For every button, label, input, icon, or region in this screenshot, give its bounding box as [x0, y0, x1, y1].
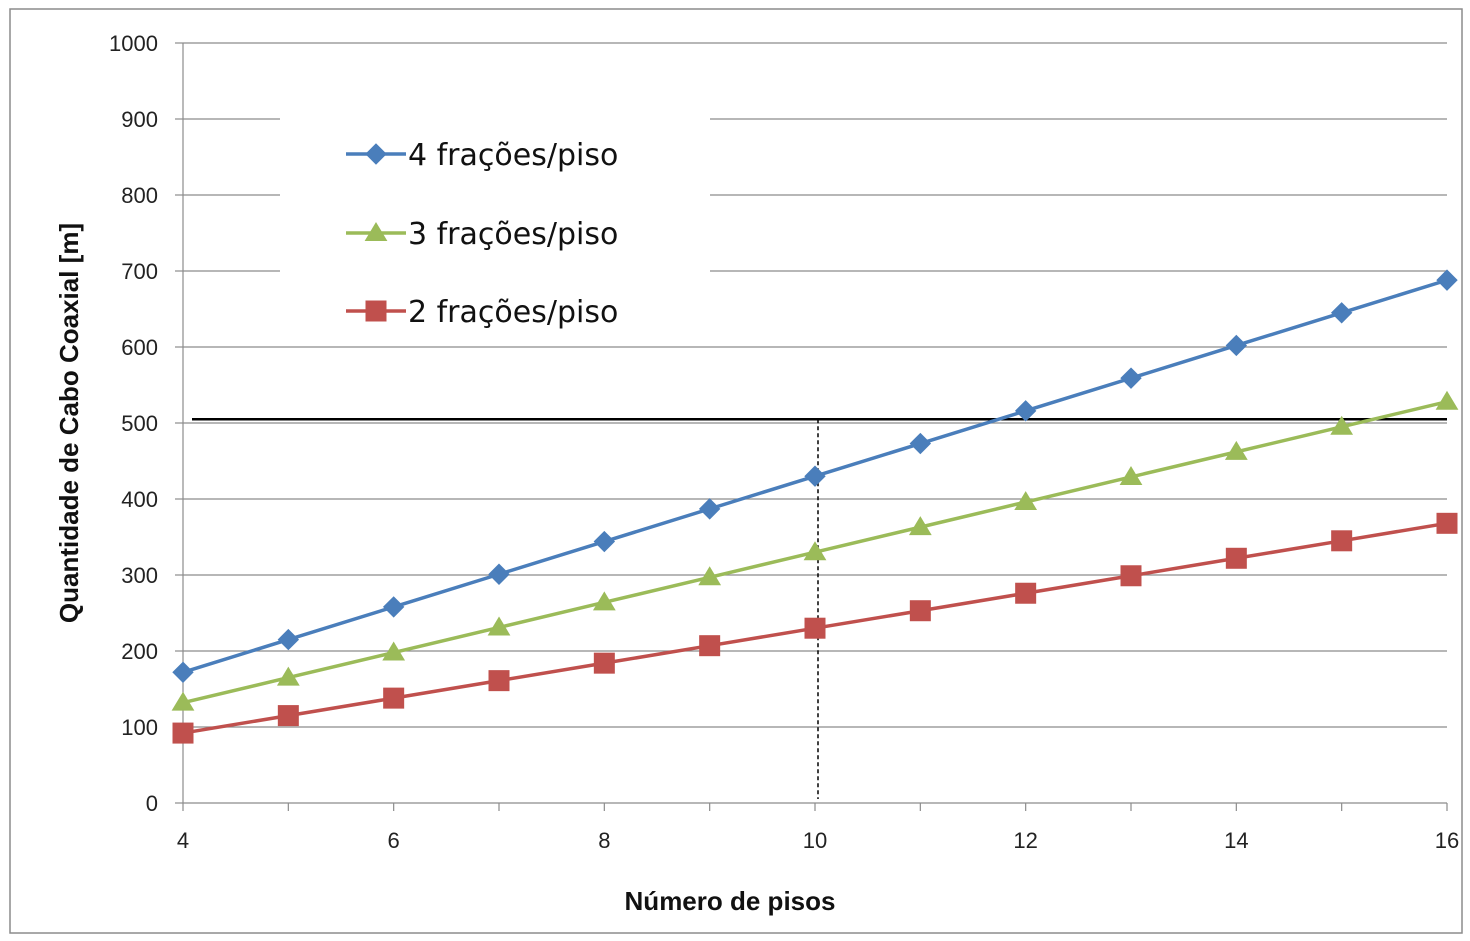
- legend-marker-1: [365, 143, 387, 165]
- data-point: [172, 661, 194, 683]
- data-point: [277, 628, 300, 651]
- data-point: [909, 432, 932, 455]
- x-tick-label-16: 16: [1435, 828, 1459, 853]
- x-tick-label-4: 4: [177, 828, 189, 853]
- series: [171, 269, 1459, 744]
- y-tick-label-200: 200: [121, 639, 158, 664]
- y-tick-label-1000: 1000: [109, 31, 158, 56]
- x-tick-label-8: 8: [598, 828, 610, 853]
- data-point: [276, 666, 300, 686]
- data-point: [803, 541, 827, 561]
- chart-border: [9, 8, 1463, 934]
- data-point: [1120, 565, 1142, 587]
- y-tick-label-500: 500: [121, 411, 158, 436]
- legend-marker-3: [365, 300, 387, 322]
- data-point: [1225, 334, 1248, 357]
- legend-background: [280, 108, 710, 346]
- data-point: [1435, 390, 1459, 410]
- data-point: [1224, 440, 1248, 460]
- data-point: [1330, 302, 1353, 324]
- data-point: [593, 530, 616, 553]
- data-point: [172, 722, 194, 744]
- data-point: [1331, 530, 1353, 552]
- x-tick-label-12: 12: [1013, 828, 1037, 853]
- data-point: [488, 563, 510, 585]
- data-point: [488, 670, 510, 692]
- data-point: [908, 516, 932, 536]
- data-point: [277, 705, 299, 727]
- data-point: [383, 687, 405, 709]
- legend-label-3: 2 frações/piso: [408, 295, 618, 330]
- data-point: [1330, 415, 1354, 435]
- y-axis-title: Quantidade de Cabo Coaxial [m]: [54, 223, 84, 623]
- data-point: [382, 641, 406, 661]
- data-point: [698, 566, 722, 586]
- data-point: [592, 591, 616, 611]
- data-point: [804, 617, 826, 639]
- x-tick-label-6: 6: [388, 828, 400, 853]
- y-tick-label-400: 400: [121, 487, 158, 512]
- y-tick-label-700: 700: [121, 259, 158, 284]
- data-point: [171, 691, 195, 711]
- data-point: [909, 600, 931, 622]
- x-axis-title: Número de pisos: [625, 886, 836, 916]
- data-point: [1436, 269, 1458, 291]
- y-tick-label-800: 800: [121, 183, 158, 208]
- x-tick-label-10: 10: [803, 828, 827, 853]
- x-tick-label-14: 14: [1224, 828, 1248, 853]
- legend: 4 frações/piso 3 frações/piso 2 frações/pi…: [280, 108, 710, 346]
- legend-label-2: 3 frações/piso: [408, 217, 618, 252]
- data-point: [1015, 582, 1037, 604]
- y-tick-label-0: 0: [146, 791, 158, 816]
- axes: 0 100 200 300 400 500 600 700 800 900 1000 4 6 8 10 12 1…: [109, 31, 1459, 853]
- y-tick-label-900: 900: [121, 107, 158, 132]
- y-tick-label-300: 300: [121, 563, 158, 588]
- y-tick-label-100: 100: [121, 715, 158, 740]
- data-point: [699, 635, 721, 657]
- legend-marker-2: [364, 222, 388, 241]
- y-tick-label-600: 600: [121, 335, 158, 360]
- data-point: [593, 652, 615, 674]
- data-point: [698, 498, 721, 520]
- data-point: [382, 596, 405, 618]
- data-point: [1436, 512, 1458, 534]
- data-point: [1120, 367, 1142, 389]
- data-point: [804, 465, 826, 487]
- data-point: [1014, 400, 1037, 422]
- legend-label-1: 4 frações/piso: [408, 138, 618, 173]
- data-point: [487, 616, 511, 636]
- data-point: [1119, 465, 1143, 485]
- data-point: [1014, 491, 1038, 511]
- data-point: [1225, 547, 1247, 569]
